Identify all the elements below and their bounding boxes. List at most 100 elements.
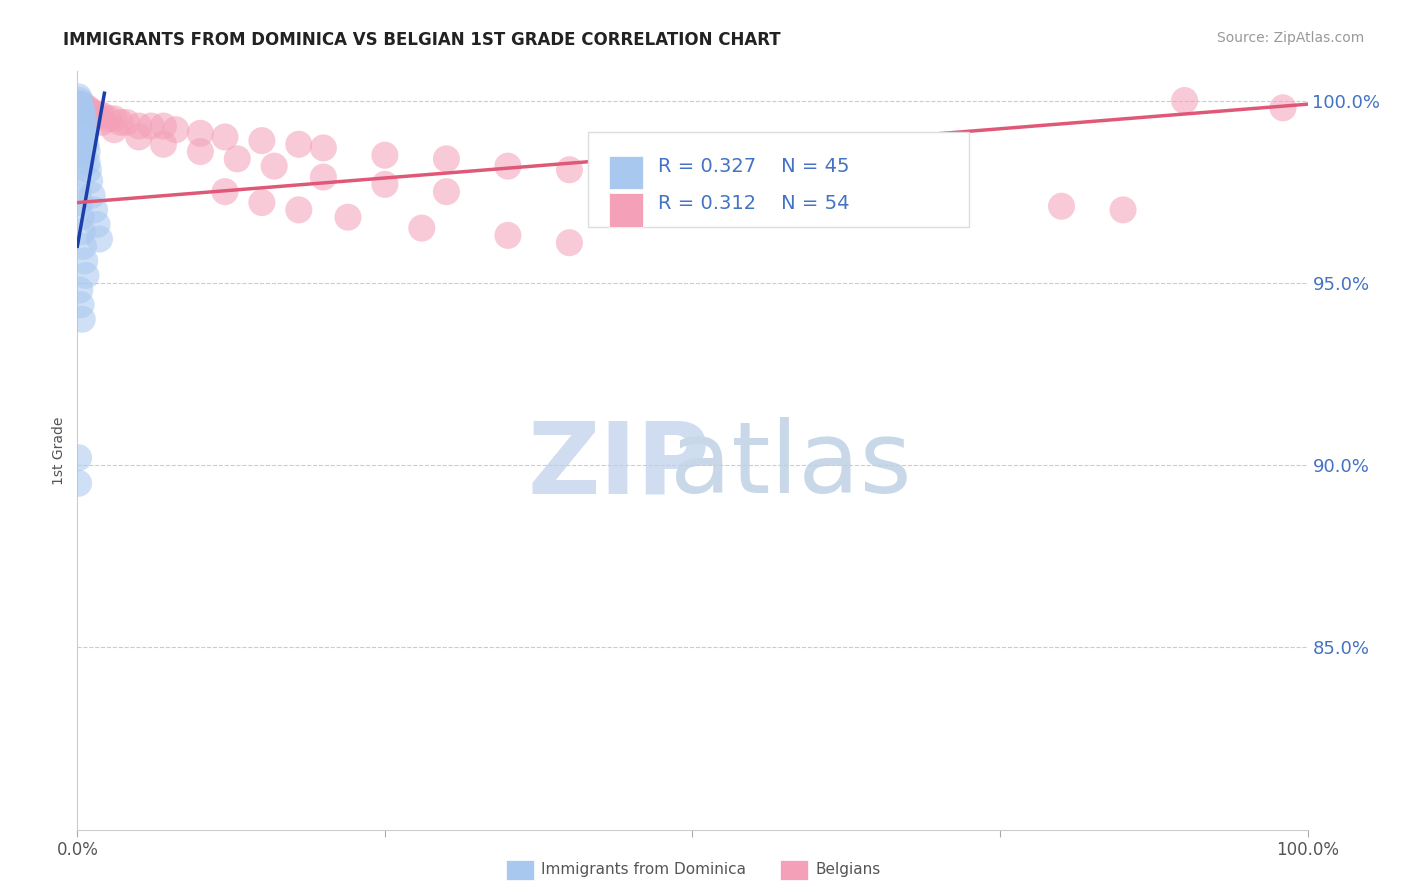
- Point: [411, 221, 433, 235]
- Point: [496, 159, 519, 173]
- Point: [70, 115, 93, 129]
- Point: [70, 101, 93, 115]
- Point: [558, 235, 581, 250]
- Point: [69, 148, 91, 162]
- Point: [115, 115, 138, 129]
- Point: [69, 115, 91, 129]
- Point: [97, 112, 120, 126]
- Point: [152, 119, 174, 133]
- Point: [128, 130, 150, 145]
- Bar: [609, 194, 644, 227]
- Point: [67, 90, 90, 104]
- Point: [76, 145, 98, 159]
- Point: [69, 283, 91, 297]
- Point: [89, 108, 111, 122]
- Point: [620, 170, 643, 185]
- Point: [83, 202, 105, 217]
- Point: [69, 97, 91, 112]
- Point: [69, 94, 91, 108]
- Point: [70, 119, 93, 133]
- Point: [90, 108, 114, 122]
- Point: [214, 130, 236, 145]
- Point: [79, 174, 101, 188]
- Point: [288, 202, 311, 217]
- Text: R = 0.312    N = 54: R = 0.312 N = 54: [658, 194, 849, 213]
- Point: [86, 218, 108, 232]
- FancyBboxPatch shape: [588, 132, 969, 227]
- Point: [67, 108, 90, 122]
- Point: [70, 159, 93, 173]
- Point: [804, 185, 827, 199]
- Point: [82, 108, 104, 122]
- Point: [67, 185, 90, 199]
- Point: [250, 195, 273, 210]
- Text: R = 0.327    N = 45: R = 0.327 N = 45: [658, 157, 849, 176]
- Point: [1050, 199, 1073, 213]
- Point: [70, 210, 93, 224]
- Point: [75, 137, 97, 152]
- Text: Source: ZipAtlas.com: Source: ZipAtlas.com: [1216, 31, 1364, 45]
- Point: [374, 178, 396, 192]
- Point: [67, 450, 90, 465]
- Point: [70, 122, 93, 136]
- Text: ZIP: ZIP: [527, 417, 710, 514]
- Point: [70, 112, 93, 126]
- Text: Immigrants from Dominica: Immigrants from Dominica: [541, 863, 747, 877]
- Point: [70, 104, 93, 119]
- Point: [73, 130, 96, 145]
- Point: [72, 126, 94, 140]
- Point: [110, 115, 132, 129]
- Point: [263, 159, 285, 173]
- Point: [73, 253, 96, 268]
- Point: [70, 225, 93, 239]
- Point: [214, 185, 236, 199]
- Point: [89, 232, 111, 246]
- Point: [76, 155, 98, 169]
- Point: [67, 101, 90, 115]
- Point: [312, 141, 335, 155]
- Point: [67, 104, 90, 119]
- Y-axis label: 1st Grade: 1st Grade: [52, 417, 66, 484]
- Point: [82, 104, 104, 119]
- Point: [69, 108, 91, 122]
- Point: [67, 97, 90, 112]
- Point: [188, 126, 212, 140]
- Point: [75, 268, 97, 283]
- Point: [558, 162, 581, 177]
- Text: Belgians: Belgians: [815, 863, 880, 877]
- Point: [337, 210, 360, 224]
- Point: [226, 152, 249, 166]
- Point: [152, 137, 174, 152]
- Point: [165, 122, 187, 136]
- Point: [77, 162, 100, 177]
- Point: [1272, 101, 1295, 115]
- Point: [128, 119, 150, 133]
- Point: [76, 101, 98, 115]
- Point: [496, 228, 519, 243]
- Point: [682, 174, 704, 188]
- Point: [70, 312, 93, 326]
- Point: [69, 97, 91, 112]
- Point: [928, 192, 950, 206]
- Point: [1174, 94, 1197, 108]
- Point: [288, 137, 311, 152]
- Point: [73, 101, 96, 115]
- Point: [70, 298, 93, 312]
- Point: [141, 119, 163, 133]
- Point: [72, 112, 94, 126]
- Point: [72, 239, 94, 253]
- Point: [70, 108, 93, 122]
- Point: [188, 145, 212, 159]
- Bar: [609, 156, 644, 189]
- Point: [70, 97, 93, 112]
- Point: [374, 148, 396, 162]
- Text: atlas: atlas: [671, 417, 911, 514]
- Point: [82, 188, 104, 202]
- Point: [79, 104, 101, 119]
- Point: [73, 119, 96, 133]
- Point: [1112, 202, 1135, 217]
- Point: [69, 104, 91, 119]
- Point: [312, 170, 335, 185]
- Point: [67, 476, 90, 491]
- Point: [67, 137, 90, 152]
